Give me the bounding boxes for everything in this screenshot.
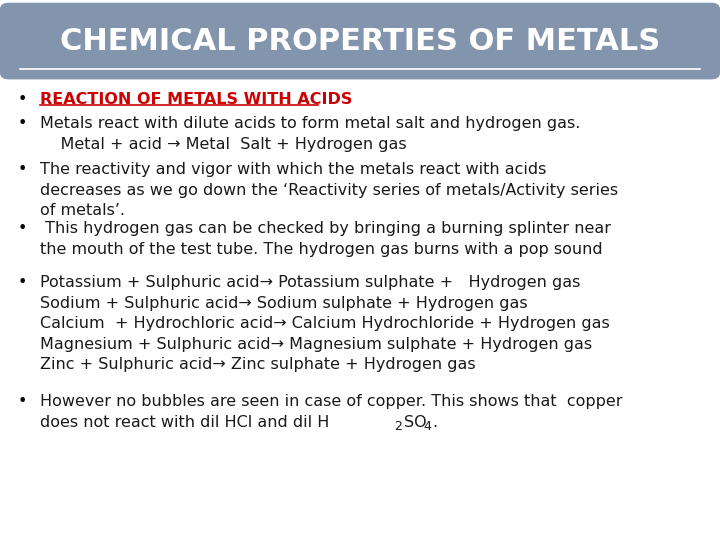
Text: SO: SO bbox=[404, 415, 426, 430]
Text: CHEMICAL PROPERTIES OF METALS: CHEMICAL PROPERTIES OF METALS bbox=[60, 26, 660, 56]
Text: decreases as we go down the ‘Reactivity series of metals/Activity series: decreases as we go down the ‘Reactivity … bbox=[40, 183, 618, 198]
FancyBboxPatch shape bbox=[0, 3, 720, 79]
Text: •: • bbox=[18, 92, 27, 107]
Text: 4: 4 bbox=[423, 420, 431, 433]
Text: Metals react with dilute acids to form metal salt and hydrogen gas.: Metals react with dilute acids to form m… bbox=[40, 116, 580, 131]
Text: Potassium + Sulphuric acid→ Potassium sulphate +   Hydrogen gas: Potassium + Sulphuric acid→ Potassium su… bbox=[40, 275, 580, 291]
Text: However no bubbles are seen in case of copper. This shows that  copper: However no bubbles are seen in case of c… bbox=[40, 394, 622, 409]
Text: Zinc + Sulphuric acid→ Zinc sulphate + Hydrogen gas: Zinc + Sulphuric acid→ Zinc sulphate + H… bbox=[40, 357, 475, 373]
Text: REACTION OF METALS WITH ACIDS: REACTION OF METALS WITH ACIDS bbox=[40, 92, 352, 107]
Text: This hydrogen gas can be checked by bringing a burning splinter near: This hydrogen gas can be checked by brin… bbox=[40, 221, 611, 237]
Text: of metals’.: of metals’. bbox=[40, 203, 125, 218]
Text: Sodium + Sulphuric acid→ Sodium sulphate + Hydrogen gas: Sodium + Sulphuric acid→ Sodium sulphate… bbox=[40, 296, 527, 311]
Text: Metal + acid → Metal  Salt + Hydrogen gas: Metal + acid → Metal Salt + Hydrogen gas bbox=[40, 137, 406, 152]
Text: •: • bbox=[18, 162, 27, 177]
Text: •: • bbox=[18, 221, 27, 237]
Text: .: . bbox=[433, 415, 438, 430]
Text: Magnesium + Sulphuric acid→ Magnesium sulphate + Hydrogen gas: Magnesium + Sulphuric acid→ Magnesium su… bbox=[40, 337, 592, 352]
Text: The reactivity and vigor with which the metals react with acids: The reactivity and vigor with which the … bbox=[40, 162, 546, 177]
Text: •: • bbox=[18, 275, 27, 291]
Text: does not react with dil HCl and dil H: does not react with dil HCl and dil H bbox=[40, 415, 329, 430]
Text: •: • bbox=[18, 394, 27, 409]
Text: Calcium  + Hydrochloric acid→ Calcium Hydrochloride + Hydrogen gas: Calcium + Hydrochloric acid→ Calcium Hyd… bbox=[40, 316, 609, 332]
Text: •: • bbox=[18, 116, 27, 131]
Text: the mouth of the test tube. The hydrogen gas burns with a pop sound: the mouth of the test tube. The hydrogen… bbox=[40, 242, 602, 257]
Text: 2: 2 bbox=[394, 420, 402, 433]
